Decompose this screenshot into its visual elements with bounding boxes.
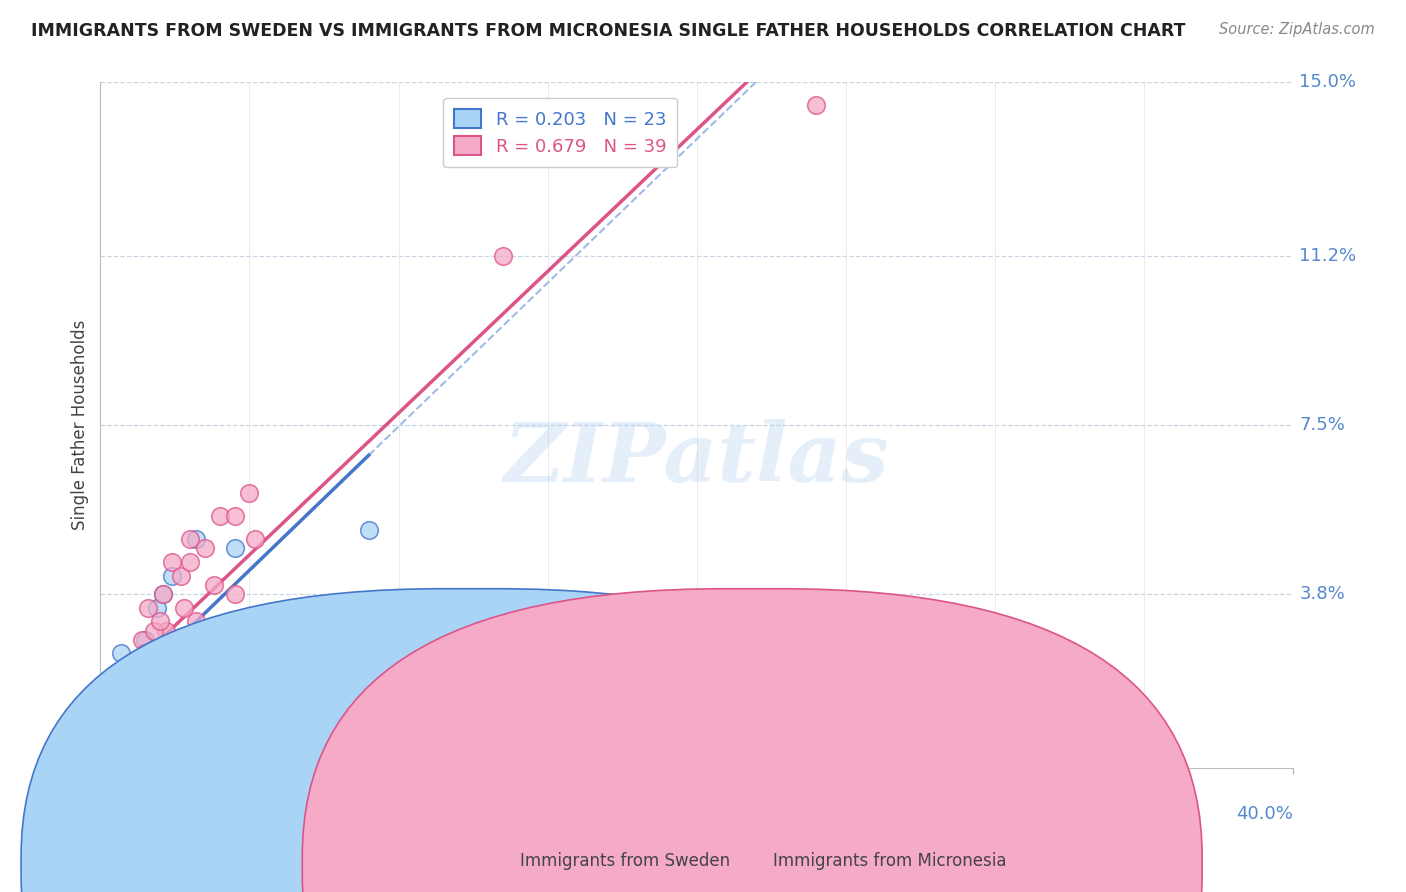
- Point: [155, 624, 177, 638]
- Text: IMMIGRANTS FROM SWEDEN VS IMMIGRANTS FROM MICRONESIA SINGLE FATHER HOUSEHOLDS CO: IMMIGRANTS FROM SWEDEN VS IMMIGRANTS FRO…: [31, 22, 1185, 40]
- Point: [107, 701, 129, 715]
- Point: [224, 541, 246, 556]
- Point: [173, 600, 195, 615]
- Point: [104, 678, 127, 692]
- Point: [104, 724, 127, 739]
- Point: [149, 660, 172, 674]
- Point: [136, 600, 159, 615]
- Point: [110, 647, 132, 661]
- Point: [245, 532, 267, 546]
- Point: [224, 587, 246, 601]
- Text: Immigrants from Sweden: Immigrants from Sweden: [520, 852, 730, 870]
- Text: Source: ZipAtlas.com: Source: ZipAtlas.com: [1219, 22, 1375, 37]
- Point: [194, 541, 217, 556]
- Point: [179, 532, 201, 546]
- Point: [96, 706, 118, 720]
- Point: [128, 669, 150, 683]
- Point: [804, 98, 827, 112]
- Point: [122, 706, 145, 720]
- Point: [134, 647, 156, 661]
- Point: [160, 568, 183, 582]
- Point: [120, 729, 142, 743]
- Text: 3.8%: 3.8%: [1299, 585, 1346, 603]
- Point: [112, 714, 135, 729]
- Point: [125, 688, 148, 702]
- Y-axis label: Single Father Households: Single Father Households: [72, 319, 89, 530]
- Point: [143, 624, 166, 638]
- Point: [104, 720, 127, 734]
- Point: [110, 724, 132, 739]
- Point: [179, 555, 201, 569]
- Text: ZIPatlas: ZIPatlas: [505, 419, 890, 500]
- Point: [134, 632, 156, 647]
- Point: [115, 692, 138, 706]
- Point: [98, 738, 121, 752]
- Point: [110, 710, 132, 724]
- Text: 7.5%: 7.5%: [1299, 416, 1346, 434]
- Point: [131, 632, 153, 647]
- Point: [152, 587, 174, 601]
- Point: [128, 697, 150, 711]
- Point: [120, 683, 142, 698]
- Text: 15.0%: 15.0%: [1299, 73, 1357, 91]
- Point: [107, 738, 129, 752]
- Point: [224, 509, 246, 524]
- Point: [208, 509, 231, 524]
- Point: [163, 632, 186, 647]
- Point: [101, 733, 124, 747]
- Point: [104, 714, 127, 729]
- Point: [184, 532, 207, 546]
- Point: [115, 692, 138, 706]
- Point: [139, 647, 162, 661]
- Point: [134, 678, 156, 692]
- Point: [146, 600, 169, 615]
- Text: 0.0%: 0.0%: [100, 805, 146, 823]
- Point: [152, 587, 174, 601]
- Point: [122, 669, 145, 683]
- Point: [139, 660, 162, 674]
- Point: [98, 742, 121, 756]
- Point: [98, 692, 121, 706]
- Point: [149, 615, 172, 629]
- Point: [492, 249, 515, 263]
- Text: 40.0%: 40.0%: [1236, 805, 1294, 823]
- Legend: R = 0.203   N = 23, R = 0.679   N = 39: R = 0.203 N = 23, R = 0.679 N = 39: [443, 98, 678, 167]
- Point: [112, 714, 135, 729]
- Point: [202, 578, 225, 592]
- Point: [357, 523, 380, 537]
- Point: [125, 660, 148, 674]
- Point: [160, 555, 183, 569]
- Point: [170, 568, 193, 582]
- Text: Immigrants from Micronesia: Immigrants from Micronesia: [773, 852, 1007, 870]
- Text: 11.2%: 11.2%: [1299, 247, 1357, 265]
- Point: [101, 724, 124, 739]
- Point: [115, 701, 138, 715]
- Point: [184, 615, 207, 629]
- Point: [238, 486, 260, 500]
